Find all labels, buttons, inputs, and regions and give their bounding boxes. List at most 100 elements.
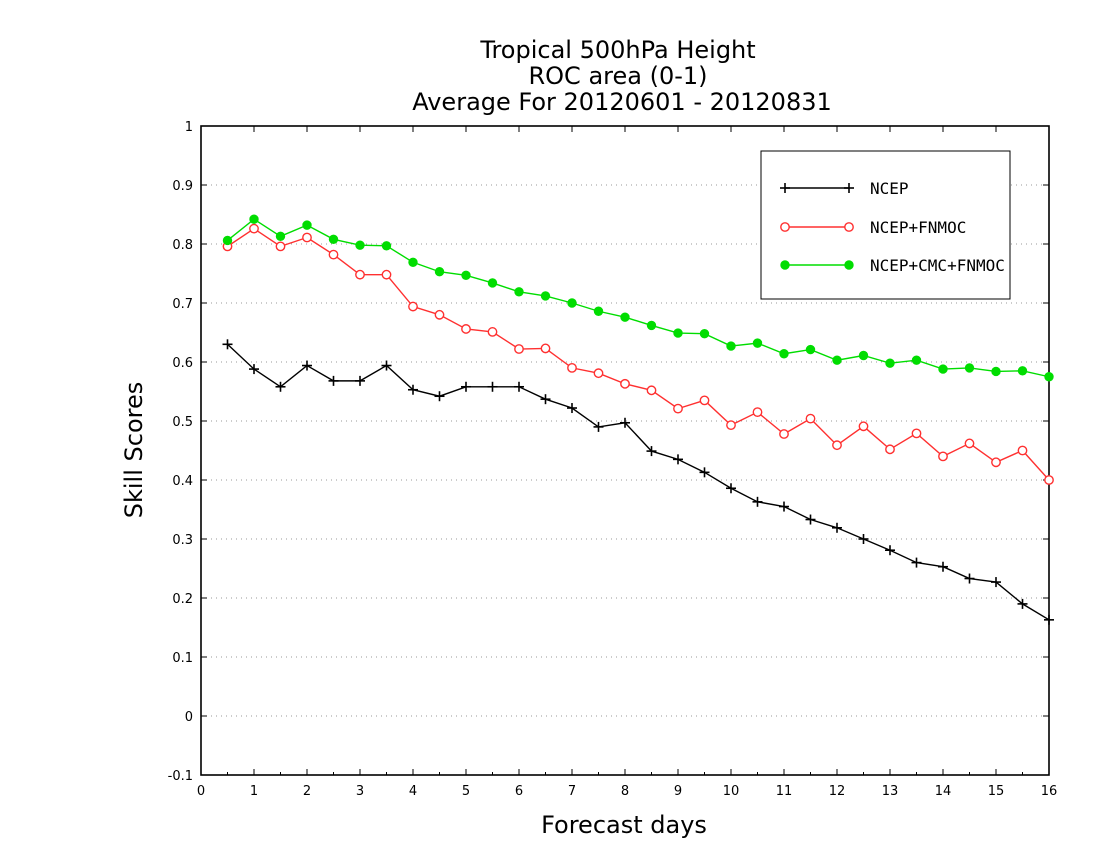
data-point [726, 483, 736, 494]
data-point [461, 270, 471, 280]
y-tick-label: 0.4 [172, 474, 193, 489]
data-point [1044, 372, 1054, 382]
data-point [858, 350, 869, 361]
data-point [832, 522, 842, 533]
data-point [249, 223, 259, 234]
data-point [805, 514, 816, 525]
x-tick-label: 16 [1041, 784, 1058, 799]
data-point [699, 328, 710, 339]
data-point [328, 249, 339, 260]
data-point [752, 338, 763, 348]
data-point [646, 385, 657, 396]
x-tick-label: 6 [515, 784, 523, 799]
data-point [752, 496, 763, 507]
data-point [408, 257, 418, 267]
data-point [964, 438, 975, 449]
data-point [302, 220, 312, 230]
data-point [514, 381, 524, 392]
data-point [964, 573, 975, 584]
data-point [991, 366, 1001, 377]
data-point [381, 360, 392, 371]
data-point [381, 269, 392, 280]
data-point [434, 391, 445, 402]
data-point [355, 240, 365, 250]
legend: NCEP NCEP+FNMOC NCEP+CMC+FNMOC [760, 150, 1011, 300]
data-point [1017, 366, 1028, 376]
y-axis-label: Skill Scores [120, 382, 148, 519]
data-point [620, 417, 630, 428]
x-axis-ticks: 0 1 2 3 4 5 6 7 8 9 10 11 12 13 14 15 16 [197, 126, 1057, 799]
x-tick-label: 0 [197, 784, 205, 799]
data-point [328, 234, 339, 244]
y-tick-label: 0 [185, 710, 193, 725]
data-point [434, 309, 445, 320]
data-point [911, 355, 922, 365]
chart-title-line-3: Average For 20120601 - 20120831 [412, 88, 832, 116]
y-tick-label: 1 [185, 120, 193, 135]
data-point [964, 363, 975, 373]
chart-title: Tropical 500hPa Height ROC area (0-1) Av… [412, 36, 832, 116]
data-point [593, 368, 604, 379]
data-point [779, 501, 789, 512]
y-axis-ticks: -0.1 0 0.1 0.2 0.3 0.4 0.5 0.6 0.7 0.8 0.9 1 [168, 120, 1049, 784]
legend-label: NCEP+CMC+FNMOC [870, 256, 1005, 275]
data-point [514, 344, 524, 354]
data-point [461, 381, 471, 392]
data-point [779, 429, 789, 439]
data-point [408, 301, 418, 312]
y-tick-label: 0.1 [172, 651, 193, 666]
legend-marker [844, 260, 854, 270]
data-point [593, 306, 604, 316]
data-point [858, 534, 869, 544]
data-point [593, 421, 604, 432]
data-point [726, 341, 736, 351]
x-tick-label: 11 [776, 784, 793, 799]
data-point [1044, 614, 1054, 625]
legend-entry: NCEP [780, 179, 909, 198]
x-tick-label: 12 [829, 784, 846, 799]
data-point [567, 298, 577, 308]
data-point [1044, 475, 1054, 485]
x-tick-label: 3 [356, 784, 364, 799]
legend-box [760, 150, 1011, 300]
x-tick-label: 5 [462, 784, 470, 799]
x-tick-label: 1 [250, 784, 258, 799]
data-point [249, 214, 259, 224]
data-point [222, 235, 233, 246]
data-point [885, 444, 895, 455]
data-point [938, 561, 948, 572]
x-tick-label: 14 [935, 784, 952, 799]
data-point [302, 360, 312, 371]
legend-marker [844, 183, 854, 193]
data-point [461, 324, 471, 334]
y-tick-label: 0.7 [172, 297, 193, 312]
data-point [540, 394, 551, 405]
data-point [699, 467, 710, 478]
data-point [275, 231, 286, 242]
x-tick-label: 10 [723, 784, 740, 799]
data-point [1017, 598, 1028, 609]
data-point [540, 343, 551, 354]
data-point [567, 362, 577, 373]
data-point [911, 428, 922, 439]
data-point [779, 349, 789, 359]
chart-title-line-2: ROC area (0-1) [528, 62, 707, 90]
legend-label: NCEP+FNMOC [870, 218, 966, 237]
data-point [805, 413, 816, 424]
data-point [885, 358, 895, 368]
data-point [991, 577, 1001, 588]
x-tick-label: 2 [303, 784, 311, 799]
data-point [858, 421, 869, 432]
series-ncep [222, 339, 1054, 625]
data-point [487, 278, 498, 288]
legend-marker [780, 260, 790, 270]
legend-marker [780, 183, 790, 193]
y-tick-label: 0.9 [172, 179, 193, 194]
data-point [355, 375, 365, 386]
data-point [487, 381, 498, 392]
data-point [408, 384, 418, 395]
y-tick-label: 0.8 [172, 238, 193, 253]
data-point [805, 344, 816, 355]
series-ncep-fnmoc [222, 223, 1054, 485]
data-point [302, 232, 312, 243]
